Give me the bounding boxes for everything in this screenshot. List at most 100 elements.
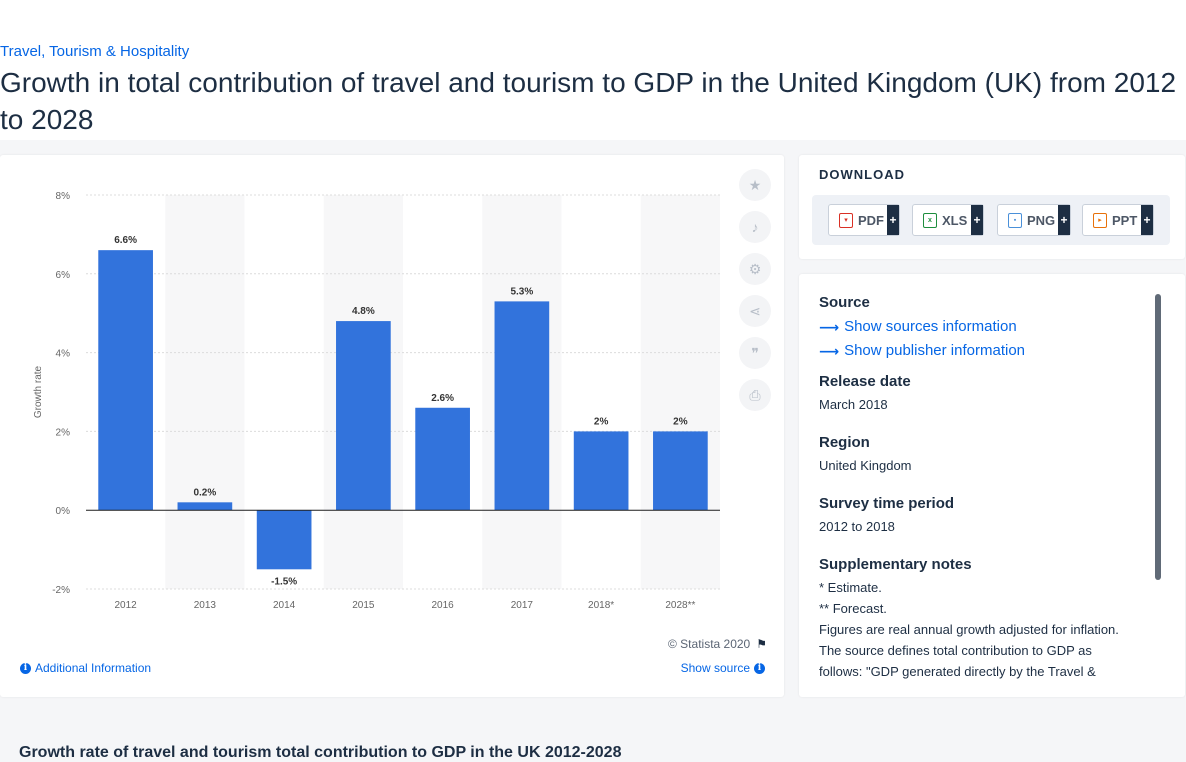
data-label: 2.6% — [431, 393, 454, 404]
survey-period-value: 2012 to 2018 — [819, 519, 895, 534]
additional-info-label: Additional Information — [35, 661, 152, 675]
page-title: Growth in total contribution of travel a… — [0, 67, 1177, 135]
show-publisher-label: Show publisher information — [844, 342, 1026, 359]
notification-button[interactable]: ♪ — [739, 211, 771, 243]
copyright-text: © Statista 2020 — [668, 637, 751, 651]
column-band — [165, 195, 245, 589]
bar — [256, 510, 312, 570]
source-heading: Source — [819, 294, 870, 311]
y-axis-label: Growth rate — [33, 365, 44, 418]
x-tick-label: 2017 — [511, 600, 534, 611]
section-title: Growth rate of travel and tourism total … — [19, 744, 622, 761]
release-date-value: March 2018 — [819, 397, 888, 412]
star-icon: ★ — [748, 176, 762, 193]
quote-icon: ❞ — [751, 344, 759, 361]
chart-card: -2% 0% 2% 4% 6% 8% Growth rate 6.6% 2012 0.2% 2013… — [0, 155, 784, 697]
download-xls-button[interactable]: x XLS + — [912, 204, 984, 236]
xls-file-icon: x — [923, 212, 937, 228]
share-icon: ⋖ — [749, 302, 761, 319]
download-card: DOWNLOAD ▾ PDF + x XLS + ▪ PNG + ▸ PPT + — [799, 155, 1185, 259]
settings-button[interactable]: ⚙ — [739, 253, 771, 285]
region-heading: Region — [819, 434, 870, 451]
x-tick-label: 2012 — [115, 600, 138, 611]
x-tick-label: 2018* — [588, 600, 614, 611]
note-line: The source defines total contribution to… — [819, 643, 1096, 679]
ppt-file-icon: ▸ — [1093, 212, 1107, 228]
release-date-heading: Release date — [819, 373, 911, 390]
bar — [177, 502, 233, 511]
pdf-label: PDF — [858, 212, 884, 228]
info-card: Source ⟶ Show sources information ⟶ Show… — [799, 274, 1185, 697]
show-source-label: Show source — [680, 661, 750, 675]
info-scroll-area[interactable]: Source ⟶ Show sources information ⟶ Show… — [819, 294, 1124, 687]
plus-icon: + — [1141, 205, 1153, 235]
y-tick-label: -2% — [52, 585, 70, 596]
note-line: * Estimate. — [819, 580, 882, 595]
print-icon: ⎙ — [749, 386, 761, 403]
x-tick-label: 2015 — [352, 600, 375, 611]
y-tick-label: 6% — [56, 270, 71, 281]
bar — [494, 301, 550, 511]
x-tick-label: 2014 — [273, 600, 296, 611]
scrollbar[interactable] — [1155, 294, 1163, 679]
scrollbar-thumb[interactable] — [1155, 294, 1161, 580]
show-source-link[interactable]: Show source i — [681, 661, 765, 675]
flag-icon[interactable]: ⚑ — [756, 637, 767, 651]
info-icon: i — [754, 662, 765, 674]
bar — [336, 321, 391, 511]
show-publisher-link[interactable]: ⟶ Show publisher information — [819, 339, 1124, 363]
supplementary-notes-heading: Supplementary notes — [819, 556, 972, 573]
y-tick-label: 4% — [56, 349, 71, 360]
info-icon: i — [20, 662, 31, 674]
arrow-right-icon: ⟶ — [819, 343, 840, 359]
y-tick-label: 0% — [56, 506, 71, 517]
show-sources-label: Show sources information — [844, 318, 1017, 335]
favorite-button[interactable]: ★ — [739, 169, 771, 201]
data-label: 2% — [673, 416, 688, 427]
arrow-right-icon: ⟶ — [819, 319, 840, 335]
plus-icon: + — [887, 205, 899, 235]
pdf-file-icon: ▾ — [839, 212, 853, 228]
ppt-label: PPT — [1112, 212, 1138, 228]
download-title: DOWNLOAD — [819, 167, 905, 182]
bar — [573, 431, 629, 511]
png-file-icon: ▪ — [1008, 212, 1022, 228]
plus-icon: + — [971, 205, 983, 235]
bell-icon: ♪ — [751, 219, 759, 235]
data-label: 2% — [594, 416, 609, 427]
data-label: 4.8% — [352, 306, 375, 317]
cite-button[interactable]: ❞ — [739, 337, 771, 369]
copyright: © Statista 2020 ⚑ — [668, 637, 767, 651]
y-tick-label: 8% — [56, 191, 71, 202]
download-ppt-button[interactable]: ▸ PPT + — [1082, 204, 1154, 236]
column-band — [640, 195, 720, 589]
download-pdf-button[interactable]: ▾ PDF + — [828, 204, 900, 236]
breadcrumb[interactable]: Travel, Tourism & Hospitality — [0, 43, 190, 60]
bar — [653, 431, 708, 511]
xls-label: XLS — [942, 212, 968, 228]
note-line: ** Forecast. — [819, 601, 887, 616]
header-background — [0, 0, 1186, 140]
x-tick-label: 2016 — [432, 600, 455, 611]
bar — [415, 407, 470, 511]
download-png-button[interactable]: ▪ PNG + — [997, 204, 1071, 236]
data-label: 0.2% — [193, 487, 216, 498]
download-bar: ▾ PDF + x XLS + ▪ PNG + ▸ PPT + — [812, 195, 1170, 245]
data-label: 5.3% — [510, 286, 533, 297]
print-button[interactable]: ⎙ — [739, 379, 771, 411]
data-label: 6.6% — [114, 235, 137, 246]
bar-chart: -2% 0% 2% 4% 6% 8% Growth rate 6.6% 2012 0.2% 2013… — [33, 191, 720, 611]
survey-period-heading: Survey time period — [819, 495, 955, 512]
y-tick-label: 2% — [56, 427, 71, 438]
additional-info-link[interactable]: i Additional Information — [20, 661, 151, 675]
data-label: -1.5% — [271, 576, 297, 587]
note-line: Figures are real annual growth adjusted … — [819, 622, 1119, 637]
bar — [98, 250, 153, 511]
region-value: United Kingdom — [819, 458, 912, 473]
show-sources-link[interactable]: ⟶ Show sources information — [819, 315, 1124, 339]
x-tick-label: 2028** — [665, 600, 695, 611]
png-label: PNG — [1027, 212, 1056, 228]
plus-icon: + — [1058, 205, 1070, 235]
gear-icon: ⚙ — [748, 260, 762, 277]
share-button[interactable]: ⋖ — [739, 295, 771, 327]
